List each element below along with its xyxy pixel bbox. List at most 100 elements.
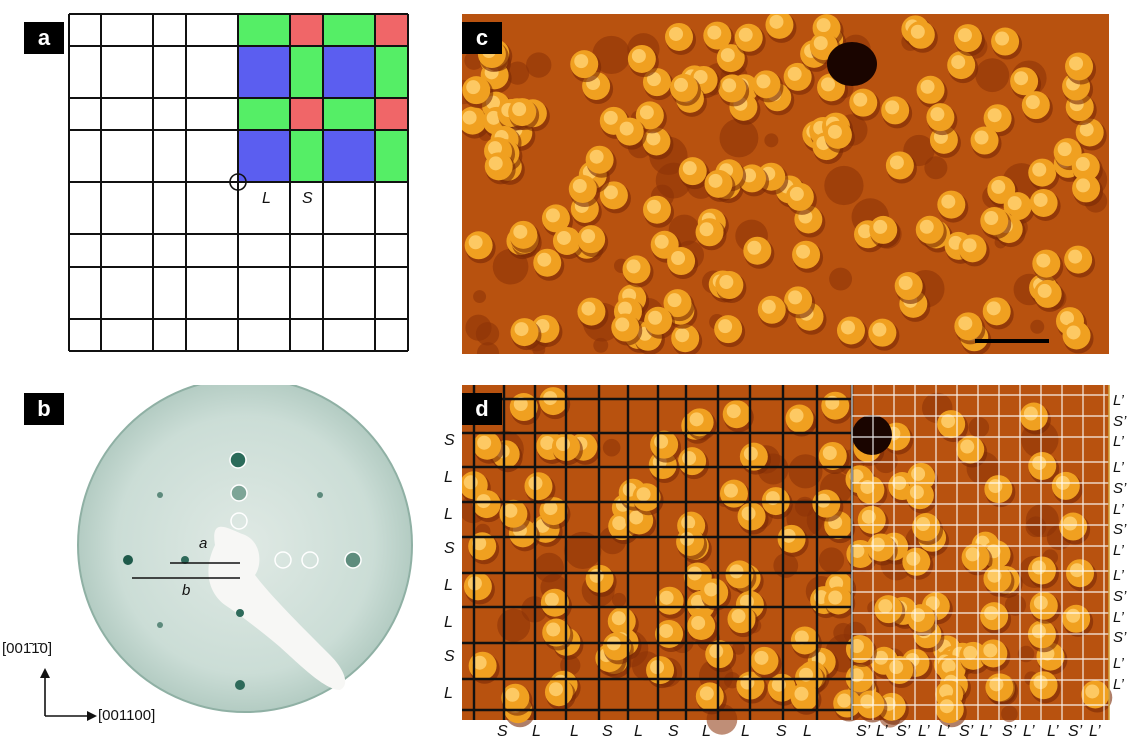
row-label: L’ xyxy=(1113,567,1124,584)
adatom-highlight xyxy=(1031,624,1046,639)
adatom-highlight xyxy=(699,222,714,237)
adatom-highlight xyxy=(690,594,705,609)
substrate-texture xyxy=(564,531,602,570)
adatom-highlight xyxy=(1070,563,1085,578)
adatom-highlight xyxy=(919,219,934,234)
col-label: L’ xyxy=(1023,723,1035,740)
stm-image-c xyxy=(451,10,1109,365)
substrate-texture xyxy=(593,337,609,353)
adatom-highlight xyxy=(1085,684,1100,699)
adatom-highlight xyxy=(1014,71,1029,86)
col-label: L xyxy=(803,723,812,740)
adatom-highlight xyxy=(885,100,900,115)
adatom-highlight xyxy=(1037,283,1052,298)
substrate-texture xyxy=(497,608,531,642)
cell-blue xyxy=(323,130,375,182)
adatom-highlight xyxy=(626,259,641,274)
adatom-highlight xyxy=(659,623,674,638)
adatom-highlight xyxy=(631,48,646,63)
cell-red xyxy=(375,98,408,130)
adatom-highlight xyxy=(731,609,746,624)
panel-label-c: c xyxy=(462,22,502,54)
adatom-highlight xyxy=(930,107,945,122)
adatom-highlight xyxy=(472,536,487,551)
cell-red xyxy=(290,98,323,130)
cell-label-s: S xyxy=(302,190,313,207)
line-label-a: a xyxy=(199,535,208,552)
adatom-highlight xyxy=(646,72,661,87)
adatom-highlight xyxy=(466,80,481,95)
adatom-highlight xyxy=(667,293,682,308)
leed-spot xyxy=(181,556,189,564)
substrate-texture xyxy=(1001,705,1018,723)
adatom-highlight xyxy=(472,655,487,670)
adatom-highlight xyxy=(794,630,809,645)
adatom-highlight xyxy=(813,36,828,51)
line-label-b: b xyxy=(182,582,191,599)
adatom-highlight xyxy=(654,234,669,249)
substrate-texture xyxy=(611,592,627,607)
adatom-highlight xyxy=(1031,560,1046,575)
panel-label-b: b xyxy=(24,393,64,425)
row-label: L’ xyxy=(1113,542,1124,559)
stm-image-d xyxy=(459,385,1113,735)
adatom-highlight xyxy=(756,74,771,89)
col-label: L xyxy=(532,723,541,740)
panel-a: a L S xyxy=(0,0,440,370)
col-label: S’ xyxy=(1068,723,1083,740)
adatom-highlight xyxy=(910,608,925,623)
substrate-texture xyxy=(506,61,530,85)
adatom-highlight xyxy=(629,510,644,525)
grid-lines xyxy=(68,13,409,352)
adatom-highlight xyxy=(513,397,528,412)
adatom-highlight xyxy=(1069,56,1084,71)
adatom-highlight xyxy=(911,466,926,481)
adatom-highlight xyxy=(910,24,925,39)
row-label: L’ xyxy=(1113,459,1124,476)
adatom-highlight xyxy=(503,503,518,518)
substrate-texture xyxy=(829,267,853,291)
adatom-highlight xyxy=(860,479,875,494)
leed-spot xyxy=(344,551,362,569)
row-label: L xyxy=(444,506,453,523)
adatom-highlight xyxy=(1032,162,1047,177)
adatom-highlight xyxy=(974,130,989,145)
adatom-highlight xyxy=(543,501,558,516)
substrate-texture xyxy=(534,552,564,583)
adatom-highlight xyxy=(544,592,559,607)
adatom-highlight xyxy=(545,208,560,223)
adatom-highlight xyxy=(1079,122,1094,137)
colored-cells xyxy=(238,14,408,182)
col-label: S’ xyxy=(856,723,871,740)
adatom-highlight xyxy=(463,475,478,490)
substrate-texture xyxy=(764,133,779,148)
adatom-highlight xyxy=(870,537,885,552)
adatom-highlight xyxy=(556,230,571,245)
substrate-texture xyxy=(818,547,845,573)
leed-spot xyxy=(157,622,163,628)
adatom-highlight xyxy=(477,435,492,450)
adatom-highlight xyxy=(537,252,552,267)
adatom-highlight xyxy=(858,224,873,239)
adatom-highlight xyxy=(589,149,604,164)
col-label: L’ xyxy=(1047,723,1059,740)
col-label: S’ xyxy=(959,723,974,740)
adatom-highlight xyxy=(1033,192,1048,207)
adatom-highlight xyxy=(789,408,804,423)
adatom-highlight xyxy=(1036,253,1051,268)
adatom-highlight xyxy=(821,77,836,92)
adatom-highlight xyxy=(861,509,876,524)
adatom-highlight xyxy=(555,437,570,452)
leed-spot xyxy=(229,451,247,469)
adatom-highlight xyxy=(822,445,837,460)
substrate-texture xyxy=(465,314,492,341)
row-label: S’ xyxy=(1113,629,1127,646)
adatom-highlight xyxy=(639,105,654,120)
adatom-highlight xyxy=(761,299,776,314)
adatom-highlight xyxy=(1068,249,1083,264)
adatom-highlight xyxy=(603,185,618,200)
leed-spot xyxy=(157,492,163,498)
col-label: L’ xyxy=(918,723,930,740)
adatom-highlight xyxy=(615,317,630,332)
adatom-highlight xyxy=(788,290,803,305)
